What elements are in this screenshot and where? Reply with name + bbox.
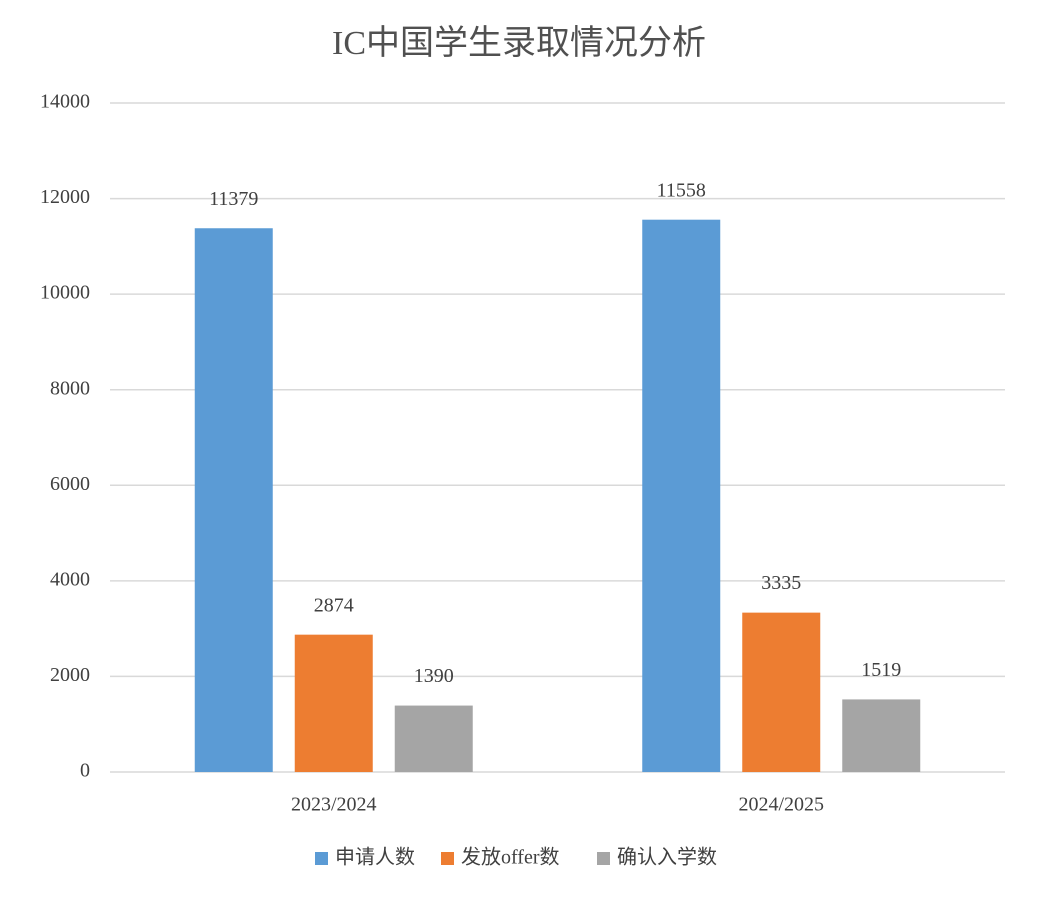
legend-label: 发放offer数 bbox=[461, 846, 560, 869]
data-label: 2874 bbox=[314, 594, 354, 616]
legend-label: 确认入学数 bbox=[617, 846, 717, 869]
bar bbox=[194, 228, 273, 773]
y-tick-label: 2000 bbox=[50, 664, 90, 686]
legend-label: 申请人数 bbox=[335, 846, 415, 869]
x-tick-label: 2024/2025 bbox=[738, 794, 824, 816]
bar bbox=[394, 705, 473, 772]
data-label: 11558 bbox=[657, 179, 706, 201]
bar bbox=[742, 612, 821, 772]
bar bbox=[642, 219, 721, 772]
y-tick-label: 14000 bbox=[40, 91, 90, 113]
legend-swatch bbox=[441, 852, 454, 865]
data-label: 11379 bbox=[209, 188, 258, 210]
chart-title: IC中国学生录取情况分析 bbox=[332, 24, 706, 62]
legend-swatch bbox=[597, 852, 610, 865]
bar bbox=[842, 699, 921, 772]
y-tick-label: 10000 bbox=[40, 282, 90, 304]
data-label: 1390 bbox=[414, 665, 454, 687]
data-label: 1519 bbox=[861, 659, 901, 681]
legend-swatch bbox=[315, 852, 328, 865]
bar bbox=[294, 634, 373, 772]
y-tick-label: 12000 bbox=[40, 186, 90, 208]
y-tick-label: 6000 bbox=[50, 473, 90, 495]
x-tick-label: 2023/2024 bbox=[291, 794, 377, 816]
data-label: 3335 bbox=[761, 572, 801, 594]
y-tick-label: 8000 bbox=[50, 377, 90, 399]
y-tick-label: 0 bbox=[80, 760, 90, 782]
y-tick-label: 4000 bbox=[50, 568, 90, 590]
